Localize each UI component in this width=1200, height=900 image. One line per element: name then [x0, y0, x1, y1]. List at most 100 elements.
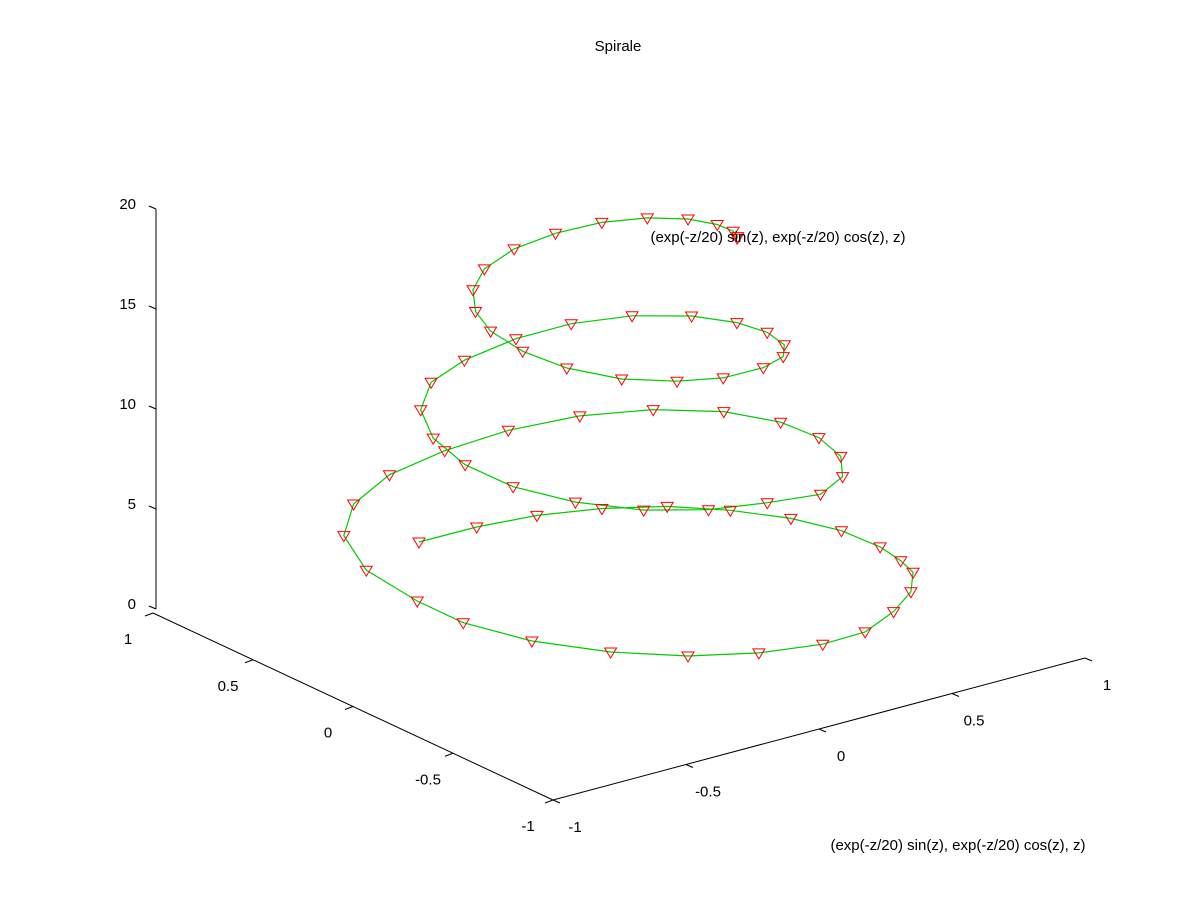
data-point-marker — [833, 451, 848, 464]
y-tick-label: -1 — [521, 818, 534, 835]
data-point-marker — [506, 482, 520, 494]
data-point-marker — [893, 556, 908, 568]
x-tick-mark — [818, 728, 827, 733]
legend-label: (exp(-z/20) sin(z), exp(-z/20) cos(z), z… — [650, 229, 905, 246]
series-curve — [343, 217, 914, 657]
data-point-marker — [413, 405, 428, 417]
data-point-marker — [410, 596, 425, 608]
data-point-marker — [777, 340, 792, 352]
y-tick-label: -0.5 — [415, 771, 441, 788]
data-point-marker — [834, 526, 849, 538]
data-point-marker — [594, 217, 609, 230]
data-point-marker — [640, 213, 655, 225]
z-tick-label: 10 — [119, 396, 136, 413]
data-point-marker — [904, 587, 918, 599]
data-point-marker — [530, 510, 544, 523]
z-tick-mark — [148, 605, 157, 610]
z-tick-mark — [148, 305, 157, 310]
x-tick-label: -0.5 — [695, 784, 721, 801]
data-point-marker — [477, 264, 492, 276]
data-point-marker — [507, 244, 521, 256]
data-point-marker — [466, 285, 480, 297]
data-point-marker — [701, 505, 716, 517]
data-point-marker — [515, 346, 530, 359]
data-point-marker — [776, 352, 791, 364]
z-tick-label: 0 — [128, 596, 136, 613]
data-point-marker — [636, 505, 651, 518]
caption-label: (exp(-z/20) sin(z), exp(-z/20) cos(z), z… — [830, 837, 1085, 854]
x-tick-label: 0.5 — [964, 713, 985, 730]
data-point-marker — [906, 567, 920, 580]
data-point-marker — [469, 522, 484, 534]
data-point-marker — [457, 355, 472, 368]
y-tick-mark — [244, 659, 254, 664]
series-markers — [336, 213, 920, 663]
data-point-marker — [346, 499, 361, 511]
x-tick-label: 0 — [837, 748, 845, 765]
data-point-marker — [886, 607, 901, 619]
data-point-marker — [858, 627, 872, 639]
data-point-marker — [614, 374, 629, 386]
data-point-marker — [723, 505, 738, 518]
data-point-marker — [412, 537, 426, 549]
data-point-marker — [572, 411, 587, 423]
data-point-marker — [456, 618, 471, 630]
data-point-marker — [468, 307, 483, 319]
data-point-marker — [483, 326, 498, 339]
x-tick-mark — [685, 764, 694, 768]
data-point-marker — [382, 470, 397, 482]
z-tick-label: 15 — [119, 296, 136, 313]
data-point-marker — [559, 363, 574, 375]
data-point-marker — [681, 214, 695, 226]
z-tick-mark — [148, 405, 157, 410]
y-tick-mark — [444, 752, 454, 757]
data-point-marker — [681, 651, 695, 663]
data-point-marker — [359, 565, 374, 578]
data-point-marker — [568, 497, 583, 510]
data-point-marker — [336, 531, 351, 543]
axes — [144, 205, 1093, 804]
data-point-marker — [760, 327, 775, 340]
chart-title: Spirale — [595, 38, 642, 55]
data-point-marker — [716, 373, 731, 385]
data-point-marker — [760, 498, 775, 510]
z-tick-label: 5 — [128, 496, 136, 513]
y-tick-mark — [344, 706, 354, 710]
x-tick-mark — [1084, 657, 1093, 662]
data-point-marker — [716, 407, 731, 419]
data-point-marker — [710, 220, 725, 232]
data-point-marker — [873, 542, 887, 554]
data-point-marker — [752, 648, 766, 660]
data-point-marker — [813, 489, 828, 502]
data-point-marker — [625, 311, 639, 323]
data-point-marker — [730, 318, 744, 330]
z-tick-mark — [148, 205, 157, 210]
y-tick-label: 1 — [124, 631, 132, 648]
data-point-marker — [773, 417, 788, 430]
data-point-marker — [815, 639, 830, 652]
z-tick-label: 20 — [119, 196, 136, 213]
data-point-marker — [501, 425, 516, 438]
y-tick-label: 0 — [324, 725, 332, 742]
data-point-marker — [437, 446, 452, 458]
series-line — [343, 217, 914, 657]
data-point-marker — [595, 504, 609, 516]
x-tick-label: 1 — [1103, 677, 1111, 694]
data-point-marker — [756, 363, 771, 375]
x-tick-mark — [951, 693, 960, 697]
data-point-marker — [812, 433, 826, 445]
data-point-marker — [548, 228, 563, 241]
data-point-marker — [784, 513, 798, 526]
data-point-marker — [424, 377, 438, 390]
z-tick-mark — [148, 505, 157, 510]
data-point-marker — [525, 636, 539, 648]
data-point-marker — [426, 433, 441, 446]
data-point-marker — [684, 311, 699, 323]
data-point-marker — [660, 501, 675, 514]
data-point-marker — [458, 460, 472, 472]
y-tick-label: 0.5 — [218, 678, 239, 695]
data-point-marker — [603, 647, 618, 659]
data-point-marker — [509, 334, 523, 346]
